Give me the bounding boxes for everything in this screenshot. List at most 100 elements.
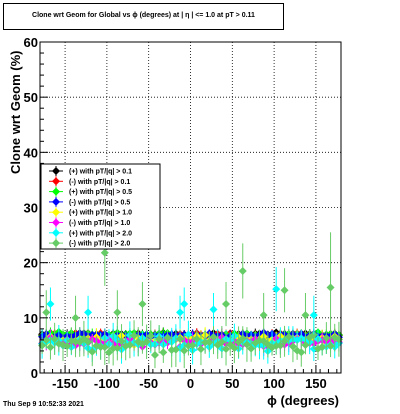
legend-entry-label: (+) with pT/|q| > 1.0 (69, 210, 132, 217)
data-point (100, 343, 109, 352)
legend-marker (52, 208, 60, 217)
legend-entry-label: (-) with pT/|q| > 1.0 (69, 220, 130, 227)
data-point (230, 344, 239, 353)
data-point (242, 340, 251, 349)
data-point (238, 334, 247, 343)
data-point-outlier (326, 283, 335, 292)
data-point (88, 347, 97, 356)
data-point-outlier (100, 248, 109, 257)
x-tick-label: -50 (139, 376, 158, 391)
legend-entry-label: (+) with pT/|q| > 0.1 (69, 169, 132, 176)
data-point-outlier (272, 285, 281, 294)
y-axis-label: Clone wrt Geom (%) (8, 50, 23, 174)
legend-marker (52, 177, 60, 186)
y-tick-label: 50 (24, 90, 38, 105)
data-point (288, 342, 297, 351)
data-point-outlier (180, 300, 189, 309)
data-point-outlier (280, 286, 289, 295)
y-tick-label: 40 (24, 145, 38, 160)
legend-marker (52, 218, 60, 227)
data-point (113, 344, 122, 353)
data-point (96, 343, 105, 352)
data-point (84, 337, 93, 346)
data-point (284, 332, 293, 341)
data-point-outlier (46, 300, 55, 309)
data-point (276, 341, 285, 350)
data-point-outlier (71, 313, 80, 322)
data-point (188, 341, 197, 350)
data-point (318, 343, 327, 352)
chart-title-box: Clone wrt Geom for Global vs ϕ (degrees)… (3, 3, 284, 30)
legend-marker (52, 239, 60, 248)
data-point (297, 348, 306, 357)
data-point-outlier (238, 266, 247, 275)
data-point (234, 338, 243, 347)
data-point-outlier (259, 311, 268, 320)
data-point (176, 334, 185, 343)
data-point (125, 341, 134, 350)
chart-title: Clone wrt Geom for Global vs ϕ (degrees)… (32, 12, 255, 19)
legend-entry-label: (-) with pT/|q| > 0.5 (69, 199, 130, 206)
y-tick-label: 30 (24, 201, 38, 216)
data-point-outlier (176, 308, 185, 317)
data-point (205, 338, 214, 347)
x-axis-label: ϕ (degrees) (267, 393, 339, 408)
data-point (184, 330, 193, 339)
data-point (301, 341, 310, 350)
data-point (130, 331, 139, 340)
data-point (104, 348, 113, 357)
legend-marker (52, 228, 60, 237)
y-tick-label: 0 (31, 366, 38, 381)
data-point-outlier (222, 300, 231, 309)
data-point-outlier (84, 308, 93, 317)
y-tick-label: 10 (24, 311, 38, 326)
legend-entry-label: (-) with pT/|q| > 0.1 (69, 179, 130, 186)
data-point (280, 337, 289, 346)
legend-marker (52, 197, 60, 206)
data-point (117, 337, 126, 346)
data-point-outlier (309, 311, 318, 320)
legend-marker (52, 167, 60, 175)
data-point (146, 331, 155, 340)
data-point (155, 335, 164, 344)
legend-entry-label: (+) with pT/|q| > 0.5 (69, 189, 132, 196)
data-point (50, 334, 59, 343)
data-point (326, 341, 335, 350)
x-tick-label: 100 (263, 376, 285, 391)
legend-box (40, 163, 161, 250)
footer-timestamp: Thu Sep 9 10:52:33 2021 (3, 401, 84, 408)
legend-entry-label: (+) with pT/|q| > 2.0 (69, 230, 132, 237)
data-point (150, 351, 159, 360)
data-point-outlier (42, 308, 51, 317)
y-tick-label: 20 (24, 256, 38, 271)
data-point-outlier (113, 308, 122, 317)
x-tick-label: 150 (305, 376, 327, 391)
data-point-outlier (209, 305, 218, 314)
axes: -150 -100 -50 0 50 100 150 0 10 20 30 40 50 60 (24, 35, 338, 391)
data-point (159, 348, 168, 357)
x-tick-label: 50 (225, 376, 239, 391)
data-point (222, 345, 231, 354)
data-point (42, 336, 51, 345)
data-point-outlier (138, 300, 147, 309)
data-point (309, 330, 318, 339)
x-tick-label: -150 (52, 376, 78, 391)
data-point (192, 334, 201, 343)
x-tick-label: -100 (94, 376, 120, 391)
y-tick-label: 60 (24, 35, 38, 50)
data-point (171, 345, 180, 354)
data-point (163, 333, 172, 342)
legend-entry-label: (-) with pT/|q| > 2.0 (69, 241, 130, 248)
data-points (38, 219, 343, 369)
data-point (46, 343, 55, 352)
data-point (322, 333, 331, 342)
data-point (142, 337, 151, 346)
x-tick-label: 0 (187, 376, 194, 391)
legend-marker (52, 187, 60, 196)
data-point-outlier (301, 311, 310, 320)
data-point (209, 333, 218, 342)
data-point (247, 344, 256, 353)
data-point (217, 337, 226, 346)
